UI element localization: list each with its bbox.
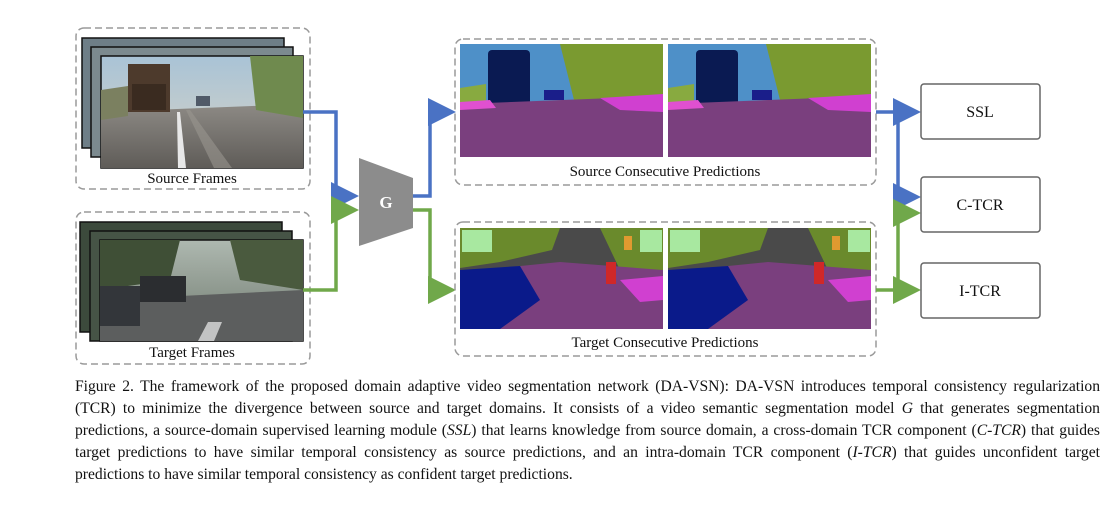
ctcr-box xyxy=(920,176,1041,233)
itcr-label: I-TCR xyxy=(959,283,1001,300)
source-predictions-label: Source Consecutive Predictions xyxy=(570,164,761,180)
source-predictions-group xyxy=(454,38,877,186)
source-frame-stack xyxy=(81,37,304,169)
target-prediction-1 xyxy=(460,228,663,329)
target-predictions-label: Target Consecutive Predictions xyxy=(572,335,759,351)
model-to-target-predictions-arrow xyxy=(413,208,456,304)
itcr-box xyxy=(920,262,1041,319)
model-to-source-predictions-arrow xyxy=(413,98,456,198)
source-frames-group xyxy=(75,27,311,190)
source-frames-label: Source Frames xyxy=(147,171,237,187)
model-g xyxy=(359,158,413,246)
target-prediction-2 xyxy=(668,228,871,329)
source-prediction-1 xyxy=(460,44,663,157)
source-prediction-2 xyxy=(668,44,871,157)
framework-diagram: Source Frames Target Frames G xyxy=(75,27,1041,365)
target-frame-stack xyxy=(79,221,304,342)
target-to-ctcr-arrow xyxy=(893,199,921,290)
target-frames-group xyxy=(75,211,311,365)
figure-caption: Figure 2. The framework of the proposed … xyxy=(75,378,1101,483)
target-frame-image xyxy=(99,239,304,342)
ctcr-label: C-TCR xyxy=(956,197,1003,214)
target-frames-label: Target Frames xyxy=(149,345,235,361)
source-to-ctcr-arrow xyxy=(893,112,921,211)
ssl-label: SSL xyxy=(966,104,994,121)
source-frame-image xyxy=(100,55,304,169)
ssl-box xyxy=(920,83,1041,140)
target-to-model-arrow xyxy=(303,196,359,292)
model-g-label: G xyxy=(379,193,392,212)
